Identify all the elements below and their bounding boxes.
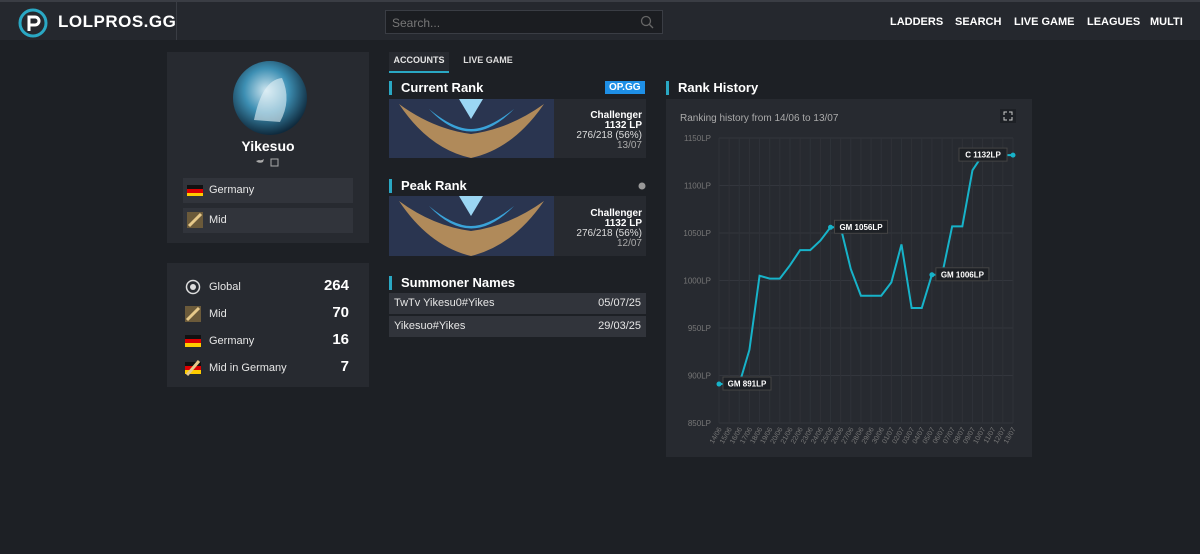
section-heading: Current Rank xyxy=(389,81,483,95)
ranking-icon xyxy=(185,335,201,347)
ranking-label: Global xyxy=(209,281,241,293)
info-icon[interactable] xyxy=(638,182,646,190)
rank-lp: 1132 LP xyxy=(604,120,642,131)
ranking-label: Germany xyxy=(209,335,255,347)
nav-link[interactable]: SEARCH xyxy=(955,16,1002,28)
nav-link[interactable]: LADDERS xyxy=(890,16,944,28)
rank-emblem xyxy=(389,196,554,256)
point xyxy=(929,272,935,278)
section-heading: Rank History xyxy=(666,81,758,95)
role: Mid xyxy=(209,214,227,226)
search-icon[interactable] xyxy=(640,15,654,29)
fullscreen-button[interactable] xyxy=(1000,109,1016,123)
value-label: C 1132LP xyxy=(965,151,1001,160)
rank-card: Challenger 1132 LP 276/218 (56%) 13/07 xyxy=(389,99,646,158)
country-row: Germany xyxy=(183,178,353,203)
value-label: GM 891LP xyxy=(728,380,767,389)
rank-date: 12/07 xyxy=(616,238,642,249)
summoner-row: TwTv Yikesu0#Yikes 05/07/25 xyxy=(389,293,646,314)
point xyxy=(828,224,834,230)
player-name: Yikesuo xyxy=(241,138,295,154)
ranking-icon xyxy=(185,279,201,295)
label-box xyxy=(834,219,889,234)
y-tick-label: 1050LP xyxy=(683,229,711,238)
summoner-date: 29/03/25 xyxy=(598,320,641,332)
label-box xyxy=(935,267,990,282)
ranking-row: Mid 70 xyxy=(185,304,351,324)
summoner-name: TwTv Yikesu0#Yikes xyxy=(394,297,495,309)
rank-tier: Challenger xyxy=(590,208,642,219)
nav-link[interactable]: MULTI xyxy=(1150,16,1183,28)
y-tick-label: 1100LP xyxy=(684,182,711,191)
y-tick-label: 850LP xyxy=(688,419,711,428)
rank-card: Challenger 1132 LP 276/218 (56%) 12/07 xyxy=(389,196,646,256)
rankings-card: Global 264 Mid 70 Germany 16 Mid in Germ… xyxy=(167,263,369,387)
value-label: GM 1006LP xyxy=(941,270,985,279)
rank-lp: 1132 LP xyxy=(604,218,642,229)
section-heading: Peak Rank xyxy=(389,179,467,193)
country: Germany xyxy=(209,184,255,196)
label-box xyxy=(722,376,772,391)
ranking-row: Mid in Germany 7 xyxy=(185,358,351,378)
ranking-value: 264 xyxy=(323,277,349,294)
nav-bar: LOLPROS.GG Search... LADDERS SEARCH LIVE… xyxy=(0,0,1200,40)
summoner-date: 05/07/25 xyxy=(598,297,641,309)
opgg-badge[interactable]: OP.GG xyxy=(605,81,645,94)
ranking-value: 7 xyxy=(340,358,349,375)
tab[interactable]: LIVE GAME xyxy=(463,55,513,65)
point xyxy=(716,381,722,387)
chart-panel: Ranking history from 14/06 to 13/07 850L… xyxy=(666,99,1032,457)
rank-record: 276/218 (56%) xyxy=(576,130,642,141)
nav-link[interactable]: LEAGUES xyxy=(1087,16,1141,28)
y-tick-label: 1000LP xyxy=(683,277,711,286)
ranking-row: Germany 16 xyxy=(185,331,351,351)
ranking-row: Global 264 xyxy=(185,277,351,297)
profile-card: Yikesuo Germany Mid xyxy=(167,52,369,243)
point xyxy=(1010,152,1016,158)
logo[interactable]: LOLPROS.GG xyxy=(58,12,177,31)
rank-record: 276/218 (56%) xyxy=(576,228,642,239)
rank-emblem xyxy=(389,99,554,158)
nav-link[interactable]: LIVE GAME xyxy=(1014,16,1075,28)
summoner-row: Yikesuo#Yikes 29/03/25 xyxy=(389,316,646,337)
role-row: Mid xyxy=(183,208,353,233)
rank-date: 13/07 xyxy=(616,140,642,151)
value-label: GM 1056LP xyxy=(839,223,883,232)
tab[interactable]: ACCOUNTS xyxy=(389,52,449,73)
summoner-name: Yikesuo#Yikes xyxy=(394,320,466,332)
logo-icon xyxy=(18,8,48,38)
social-icons[interactable] xyxy=(255,158,281,168)
search-input[interactable]: Search... xyxy=(385,10,663,34)
ranking-label: Mid in Germany xyxy=(209,362,287,374)
ranking-icon xyxy=(185,360,201,376)
y-tick-label: 900LP xyxy=(688,372,711,381)
rank-tier: Challenger xyxy=(590,110,642,121)
chart-subtitle: Ranking history from 14/06 to 13/07 xyxy=(680,113,839,124)
rank-line xyxy=(719,154,1013,386)
chart: Ranking history from 14/06 to 13/07 850L… xyxy=(680,109,1018,445)
section-heading: Summoner Names xyxy=(389,276,515,290)
ranking-icon xyxy=(185,306,201,322)
ranking-value: 70 xyxy=(332,304,349,321)
label-box xyxy=(958,147,1008,162)
ranking-value: 16 xyxy=(332,331,349,348)
avatar xyxy=(233,61,307,135)
ranking-label: Mid xyxy=(209,308,227,320)
y-tick-label: 950LP xyxy=(688,324,711,333)
y-tick-label: 1150LP xyxy=(684,134,711,143)
